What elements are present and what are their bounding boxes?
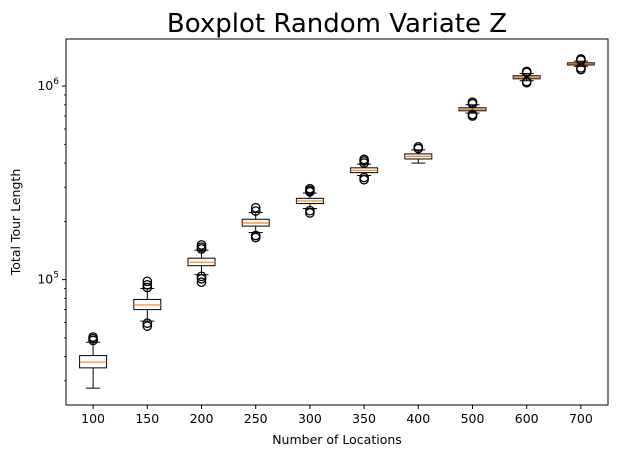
- outlier-point: [142, 276, 153, 287]
- outlier-point: [142, 318, 153, 329]
- box-200: [187, 240, 216, 288]
- box-250: [241, 202, 270, 243]
- box-150: [133, 276, 162, 331]
- box-500: [458, 97, 487, 121]
- x-tick-label: 100: [81, 411, 105, 426]
- box-700: [566, 54, 595, 75]
- x-tick-label: 300: [298, 411, 322, 426]
- outlier-point: [88, 332, 98, 342]
- outlier-point: [305, 183, 315, 194]
- outlier-point: [413, 142, 424, 152]
- chart-title: Boxplot Random Variate Z: [167, 9, 507, 39]
- x-tick-label: 350: [352, 411, 376, 426]
- outlier-point: [250, 202, 261, 213]
- x-tick-label: 600: [515, 411, 539, 426]
- outlier-point: [521, 66, 532, 77]
- outlier-point: [467, 109, 478, 120]
- box-400: [404, 142, 433, 164]
- y-axis-label: Total Tour Length: [8, 169, 23, 276]
- outlier-point: [196, 240, 207, 250]
- outlier-point: [196, 277, 207, 288]
- outlier-point: [359, 172, 369, 183]
- box-600: [512, 66, 541, 88]
- outlier-point: [521, 76, 532, 87]
- outlier-point: [142, 282, 153, 293]
- outlier-point: [196, 271, 207, 282]
- outlier-point: [359, 154, 369, 165]
- x-axis-label: Number of Locations: [272, 432, 402, 447]
- x-tick-label: 250: [244, 411, 268, 426]
- x-axis: 100 150 200 250 300 350 400 500 600 700: [81, 405, 593, 426]
- plot-area: [79, 54, 595, 389]
- y-axis: 105 106: [37, 77, 66, 382]
- y-tick-label: 105: [37, 271, 59, 287]
- x-tick-label: 400: [406, 411, 430, 426]
- outlier-point: [196, 273, 207, 284]
- x-tick-label: 150: [135, 411, 159, 426]
- y-tick-label: 106: [37, 77, 59, 93]
- x-tick-label: 700: [569, 411, 593, 426]
- box-100: [79, 332, 108, 389]
- x-tick-label: 200: [190, 411, 214, 426]
- plot-frame: [65, 38, 609, 406]
- box-300: [295, 183, 324, 218]
- box-350: [350, 154, 379, 185]
- outlier-point: [305, 205, 315, 216]
- outlier-point: [250, 206, 261, 216]
- outlier-point: [576, 63, 586, 73]
- outlier-point: [250, 230, 261, 241]
- outlier-point: [142, 321, 153, 331]
- outlier-point: [142, 279, 153, 290]
- x-tick-label: 500: [461, 411, 485, 426]
- outlier-point: [467, 97, 478, 108]
